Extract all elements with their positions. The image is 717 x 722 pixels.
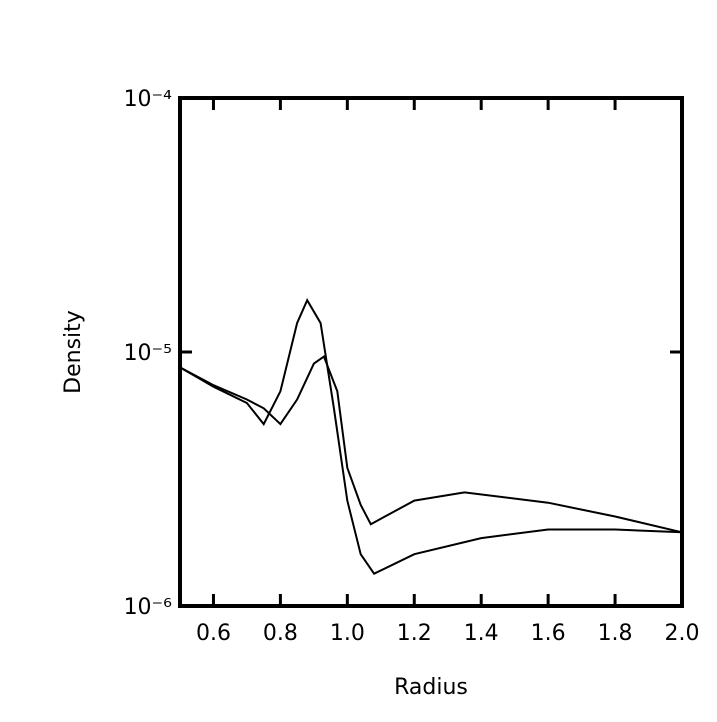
x-tick-label: 1.2	[397, 621, 432, 646]
data-line	[179, 298, 683, 575]
x-axis-label: Radius	[394, 675, 468, 700]
data-line	[179, 354, 683, 534]
y-tick-label: 10⁻⁴	[124, 87, 173, 112]
plot-frame	[178, 96, 684, 608]
x-tick-label: 0.8	[263, 621, 298, 646]
y-axis-label: Density	[61, 310, 86, 394]
y-tick-label: 10⁻⁵	[124, 341, 172, 366]
x-tick-label: 1.0	[330, 621, 365, 646]
x-tick-label: 0.6	[196, 621, 231, 646]
x-tick-label: 1.8	[598, 621, 633, 646]
x-tick-label: 1.4	[464, 621, 499, 646]
x-tick-label: 1.6	[531, 621, 566, 646]
y-tick-label: 10⁻⁶	[124, 595, 173, 620]
x-tick-label: 2.0	[665, 621, 700, 646]
